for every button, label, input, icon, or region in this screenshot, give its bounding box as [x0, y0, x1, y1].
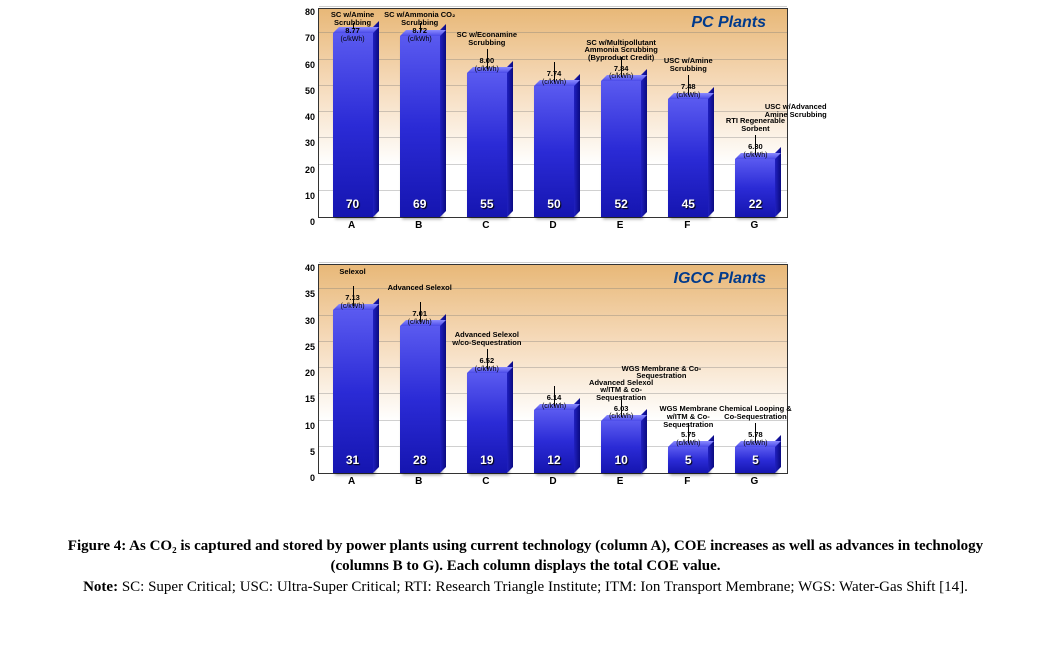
chart-igcc: IGCC Plants Percent Increase in COE 0510… — [280, 264, 790, 512]
callout-label-secondary: WGS Membrane & Co-Sequestration — [621, 365, 701, 381]
bar-value: 22 — [749, 197, 762, 211]
callout-label: USC w/Amine Scrubbing — [648, 57, 728, 73]
figure-caption: Figure 4: As CO₂ is captured and stored … — [0, 536, 1051, 597]
y-tick: 10 — [305, 421, 315, 431]
y-tick: 25 — [305, 342, 315, 352]
callout-label: Selexol — [313, 268, 393, 276]
callout-label: RTI Regenerable Sorbent — [715, 117, 795, 133]
bar-value: 19 — [480, 453, 493, 467]
bar: 31 — [333, 310, 373, 473]
chart-igcc-xlabels: A B C D E F G — [318, 476, 788, 490]
x-label: B — [415, 476, 422, 487]
bar-value: 52 — [614, 197, 627, 211]
bar-value: 50 — [547, 197, 560, 211]
callout-label-secondary: USC w/Advanced Amine Scrubbing — [756, 103, 836, 119]
bar: 50 — [534, 86, 574, 217]
y-tick: 10 — [305, 191, 315, 201]
x-label: F — [684, 476, 690, 487]
y-tick: 30 — [305, 138, 315, 148]
chart-pc-title: PC Plants — [691, 14, 766, 32]
callout-line — [353, 286, 354, 306]
bar-value: 10 — [614, 453, 627, 467]
callout-line — [487, 49, 488, 69]
chart-igcc-plot: 0510152025303540 312819121055 Selexol7.1… — [318, 264, 788, 474]
x-label: B — [415, 220, 422, 231]
chart-pc: PC Plants Percent Increase in COE 010203… — [280, 8, 790, 256]
x-label: F — [684, 220, 690, 231]
bar-value: 55 — [480, 197, 493, 211]
caption-bold: Figure 4: As CO₂ is captured and stored … — [68, 538, 983, 574]
x-label: E — [617, 220, 624, 231]
y-tick: 30 — [305, 316, 315, 326]
chart-igcc-title: IGCC Plants — [674, 270, 766, 288]
callout-line — [688, 423, 689, 443]
bar-slot: 45 — [655, 7, 722, 217]
callout-line — [554, 386, 555, 406]
callout-line — [420, 302, 421, 322]
callout-line — [621, 397, 622, 417]
bar-slot: 50 — [520, 7, 587, 217]
chart-pc-xlabels: A B C D E F G — [318, 220, 788, 234]
bar-value: 45 — [682, 197, 695, 211]
x-label: C — [482, 220, 489, 231]
callout-line — [688, 75, 689, 95]
x-label: C — [482, 476, 489, 487]
y-tick: 20 — [305, 368, 315, 378]
callout-line — [554, 62, 555, 82]
x-label: G — [751, 220, 759, 231]
bar-value: 12 — [547, 453, 560, 467]
bar: 52 — [601, 81, 641, 218]
caption-note-label: Note: — [83, 579, 118, 595]
x-label: A — [348, 220, 355, 231]
x-label: E — [617, 476, 624, 487]
y-tick: 15 — [305, 394, 315, 404]
bar: 5 — [668, 447, 708, 473]
y-tick: 0 — [310, 473, 315, 483]
x-label: G — [751, 476, 759, 487]
y-tick: 40 — [305, 112, 315, 122]
y-tick: 50 — [305, 86, 315, 96]
figure-wrap: PC Plants Percent Increase in COE 010203… — [260, 8, 790, 520]
bar-value: 5 — [685, 453, 692, 467]
callout-line — [755, 135, 756, 155]
callout-line — [487, 349, 488, 369]
y-tick: 5 — [310, 447, 315, 457]
callout-label: Chemical Looping & Co-Sequestration — [715, 405, 795, 421]
bar-value: 70 — [346, 197, 359, 211]
bar-slot: 12 — [520, 263, 587, 473]
callout-line — [420, 23, 421, 32]
callout-label: Advanced Selexol w/co-Sequestration — [447, 331, 527, 347]
callout-line — [621, 57, 622, 77]
bar: 45 — [668, 99, 708, 217]
bar: 28 — [400, 326, 440, 473]
y-tick: 60 — [305, 60, 315, 70]
bar-value: 69 — [413, 197, 426, 211]
chart-pc-plot: 01020304050607080 70695550524522 SC w/Am… — [318, 8, 788, 218]
bar: 12 — [534, 410, 574, 473]
bar: 10 — [601, 421, 641, 474]
bar: 70 — [333, 33, 373, 217]
caption-note: SC: Super Critical; USC: Ultra-Super Cri… — [118, 579, 968, 595]
bar: 5 — [735, 447, 775, 473]
bar: 69 — [400, 36, 440, 217]
bar: 55 — [467, 73, 507, 217]
bar-slot: 28 — [386, 263, 453, 473]
bar-value: 31 — [346, 453, 359, 467]
bar: 22 — [735, 159, 775, 217]
y-tick: 20 — [305, 165, 315, 175]
callout-label: Advanced Selexol — [380, 284, 460, 292]
callout-line — [755, 423, 756, 443]
callout-line — [353, 23, 354, 29]
callout-label: SC w/Econamine Scrubbing — [447, 31, 527, 47]
bar-value: 28 — [413, 453, 426, 467]
x-label: D — [549, 476, 556, 487]
y-tick: 0 — [310, 217, 315, 227]
bar-value: 5 — [752, 453, 759, 467]
bar: 19 — [467, 373, 507, 473]
x-label: D — [549, 220, 556, 231]
x-label: A — [348, 476, 355, 487]
